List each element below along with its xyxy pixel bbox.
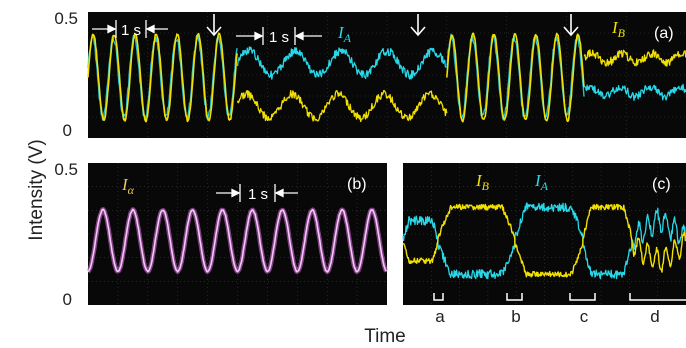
panel-b-tag: (b)	[347, 176, 367, 193]
panel-c-interval-b-bracket	[506, 293, 523, 301]
panel-c-interval-c-bracket	[569, 293, 596, 301]
panel-a-scale-bar-2	[236, 27, 322, 45]
panel-a-arrow-2	[410, 14, 426, 37]
panel-a-trace-yellow	[446, 32, 585, 123]
interval-label-a: a	[435, 307, 445, 326]
panel-a-ytick-top: 0.5	[54, 9, 78, 28]
panel-a-tag: (a)	[654, 25, 674, 42]
panel-c-trace-cyan	[402, 202, 686, 280]
panel-a-trace-cyan	[583, 83, 686, 101]
panel-c-label-ib: IB	[475, 171, 490, 193]
x-axis-label: Time	[364, 326, 406, 347]
y-axis-label: Intensity (V)	[26, 139, 47, 240]
panel-a-trace-yellow	[87, 32, 238, 123]
panel-a-scale-bar-2-label: 1 s	[269, 29, 289, 46]
panel-a-arrow-3	[563, 14, 579, 37]
panel-c-traces	[402, 202, 686, 280]
panel-c-trace-yellow	[402, 203, 686, 278]
panel-b-trace-magenta	[87, 208, 388, 273]
panel-a-scale-bar-1-label: 1 s	[121, 22, 141, 39]
interval-label-d: d	[650, 307, 659, 326]
panel-b-ytick-bottom: 0	[63, 290, 72, 309]
panel-b-scale-bar-label: 1 s	[248, 186, 268, 203]
panel-c-tag: (c)	[652, 176, 671, 193]
panel-c-interval-d-bracket	[629, 293, 686, 301]
panel-c-background	[403, 163, 686, 305]
panel-a-label-ia: IA	[337, 23, 352, 45]
panel-b-traces	[86, 207, 389, 275]
panel-c-interval-a-bracket	[433, 293, 444, 301]
panel-a-trace-yellow	[236, 89, 448, 123]
panel-a-trace-cyan	[236, 46, 448, 80]
interval-label-c: c	[580, 307, 589, 326]
interval-label-b: b	[511, 307, 520, 326]
panel-b-label-ialpha: Iα	[121, 175, 135, 197]
panel-a-traces	[87, 32, 686, 123]
panel-b: 0.5 0 Iα 1 s (b)	[54, 160, 389, 309]
panel-a: 0.5 0 1 s 1 s IA IB	[54, 9, 686, 140]
panel-b-ytick-top: 0.5	[54, 160, 78, 179]
panel-c-label-ia: IA	[534, 171, 549, 193]
panel-a-arrow-1	[206, 14, 222, 37]
panel-a-scale-bar-1	[92, 20, 168, 38]
panel-a-ytick-bottom: 0	[63, 121, 72, 140]
panel-b-scale-bar	[216, 184, 298, 202]
panel-c: IB IA (c)	[402, 163, 686, 305]
panel-a-label-ib: IB	[611, 18, 626, 40]
panel-a-trace-yellow	[583, 49, 686, 67]
